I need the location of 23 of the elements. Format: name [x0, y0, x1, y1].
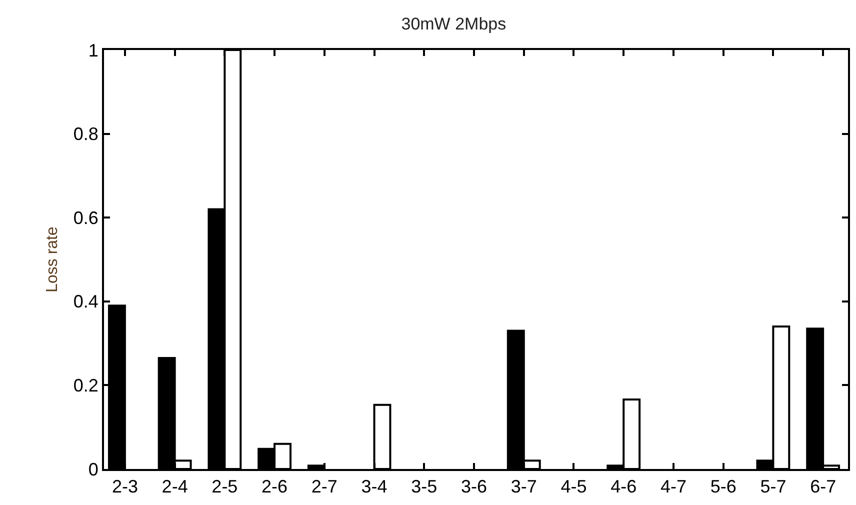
x-tick-label: 2-6 [262, 476, 288, 497]
chart-title: 30mW 2Mbps [401, 14, 506, 34]
y-tick-label: 0.2 [73, 376, 98, 396]
x-tick-label: 5-7 [760, 476, 786, 497]
y-axis-title: Loss rate [44, 226, 61, 292]
x-tick-label: 2-7 [311, 476, 338, 497]
y-tick-label: 0.8 [73, 124, 98, 144]
x-tick-label: 2-5 [212, 476, 238, 497]
x-tick-label: 3-6 [461, 476, 488, 497]
x-tick-label: 5-6 [710, 476, 736, 497]
y-tick-label: 1 [88, 40, 98, 60]
x-tick-label: 4-6 [610, 476, 637, 497]
x-tick-label: 4-5 [560, 476, 587, 497]
y-tick-label: 0.6 [73, 208, 98, 228]
y-tick-label: 0 [88, 459, 98, 480]
x-tick-label: 3-7 [510, 476, 537, 497]
x-tick-label: 4-7 [660, 476, 686, 497]
x-tick-label: 3-4 [361, 476, 388, 497]
x-tick-label: 6-7 [810, 476, 836, 497]
x-tick-label: 2-3 [112, 476, 138, 497]
x-tick-label: 3-5 [411, 476, 438, 497]
y-tick-label: 0.4 [73, 292, 98, 312]
x-tick-label: 2-4 [162, 476, 188, 497]
